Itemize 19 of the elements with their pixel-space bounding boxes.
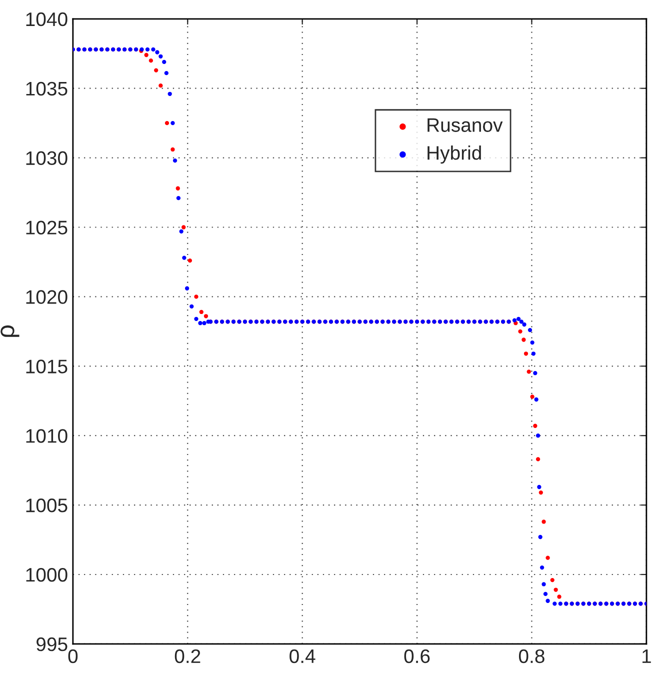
x-tick-label: 0.2	[174, 649, 200, 664]
y-tick-label: 1030	[26, 151, 68, 166]
y-tick-label: 1025	[26, 220, 68, 234]
y-tick-label: 1015	[26, 360, 68, 374]
x-tick-label: 0.6	[404, 649, 430, 664]
y-tick-label: 1005	[26, 498, 68, 512]
y-tick-label: 1040	[26, 12, 68, 26]
legend-label: Rusanov	[428, 118, 503, 132]
x-tick-label: 0.8	[518, 649, 544, 664]
y-tick-label: 995	[36, 637, 68, 652]
y-axis-title: ρ	[0, 325, 20, 337]
x-tick-label: 0.4	[290, 649, 316, 664]
x-tick-label: 1	[642, 650, 651, 663]
y-tick-label: 1000	[26, 568, 68, 582]
legend-label: Hybrid	[428, 146, 481, 164]
y-tick-label: 1010	[26, 429, 68, 443]
y-tick-label: 1035	[26, 82, 68, 96]
y-tick-label: 1020	[26, 290, 68, 304]
x-tick-label: 0	[68, 649, 78, 664]
